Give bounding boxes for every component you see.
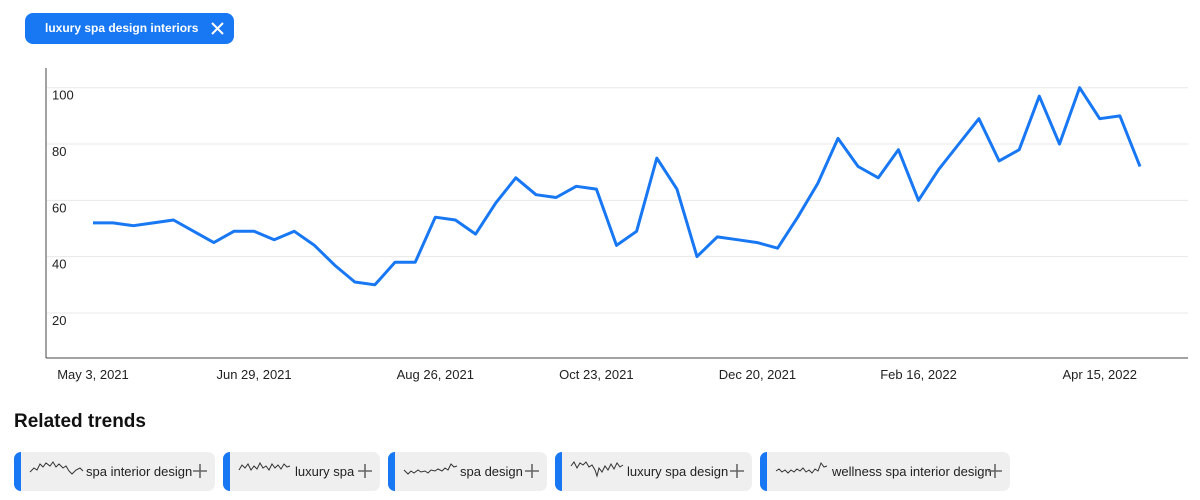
y-tick-label: 100	[52, 88, 74, 103]
add-icon[interactable]	[358, 464, 372, 478]
trend-pill[interactable]: wellness spa interior design	[760, 452, 1010, 491]
add-icon[interactable]	[193, 464, 207, 478]
pill-bar	[223, 452, 230, 491]
sparkline	[775, 461, 828, 474]
related-title: Related trends	[14, 411, 146, 432]
sparkline	[403, 463, 458, 475]
add-icon[interactable]	[988, 464, 1002, 478]
sparkline	[570, 461, 624, 478]
add-icon[interactable]	[525, 464, 539, 478]
chip-close[interactable]	[211, 22, 225, 35]
trend-pill[interactable]: luxury spa	[223, 452, 380, 491]
y-tick-label: 80	[52, 144, 66, 159]
pill-label: luxury spa design	[627, 464, 729, 479]
x-tick-label: Jun 29, 2021	[216, 367, 291, 382]
y-tick-label: 20	[52, 313, 66, 328]
x-tick-label: Aug 26, 2021	[397, 367, 474, 382]
pill-label: spa design	[460, 464, 523, 479]
sparkline	[238, 461, 291, 471]
pill-label: wellness spa interior design	[832, 464, 992, 479]
trend-line	[93, 86, 1142, 287]
chip-label: luxury spa design interiors	[45, 21, 199, 35]
pill-bar	[555, 452, 562, 491]
x-tick-label: Oct 23, 2021	[559, 367, 633, 382]
pill-label: spa interior design	[86, 464, 193, 479]
trend-pill[interactable]: spa design	[388, 452, 547, 491]
filter-chip[interactable]: luxury spa design interiors	[25, 13, 235, 44]
trend-pill[interactable]: spa interior design	[14, 452, 215, 491]
chart: 20 40 60 80 100 May 3, 2021 Jun 29, 2021 Aug 26…	[45, 68, 1188, 382]
y-tick-label: 40	[52, 257, 66, 272]
y-tick-label: 60	[52, 200, 66, 215]
pill-bar	[388, 452, 395, 491]
x-tick-label: Apr 15, 2022	[1063, 367, 1137, 382]
trend-pill[interactable]: luxury spa design	[555, 452, 752, 491]
pill-bar	[14, 452, 21, 491]
x-tick-label: May 3, 2021	[57, 367, 129, 382]
x-tick-label: Feb 16, 2022	[880, 367, 957, 382]
pill-label: luxury spa	[295, 464, 355, 479]
sparkline	[29, 461, 84, 475]
add-icon[interactable]	[730, 464, 744, 478]
x-tick-label: Dec 20, 2021	[719, 367, 796, 382]
pill-bar	[760, 452, 767, 491]
